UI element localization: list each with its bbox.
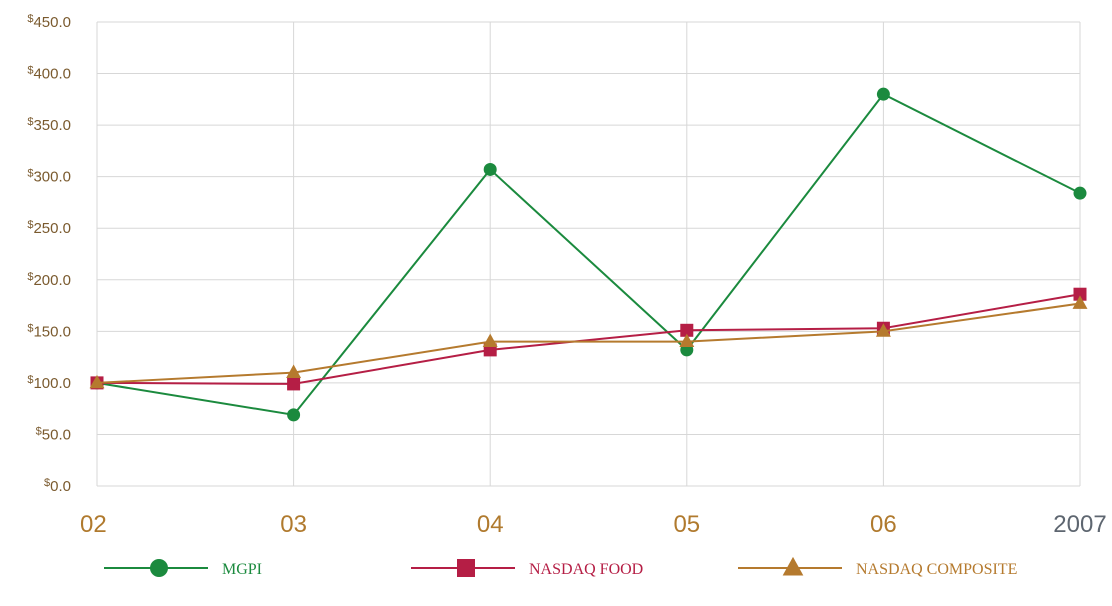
legend: MGPI NASDAQ FOOD NASDAQ COMPOSITE — [104, 556, 1017, 578]
y-tick-symbol: $ — [27, 116, 33, 128]
y-tick-label: $150.0 — [27, 322, 71, 340]
y-tick-value: 50.0 — [42, 426, 71, 443]
y-tick-symbol: $ — [44, 477, 50, 489]
gridlines — [96, 21, 1081, 487]
data-point-nasdaq-composite — [286, 364, 302, 378]
data-point-nasdaq-food — [680, 323, 694, 337]
series-line-nasdaq-composite — [96, 302, 1081, 384]
y-tick-symbol: $ — [27, 219, 33, 231]
x-axis-ticks: 02 03 04 05 06 2007 — [80, 511, 1107, 538]
y-tick-symbol: $ — [27, 322, 33, 334]
data-point-nasdaq-food — [1073, 287, 1087, 301]
y-tick-symbol: $ — [27, 13, 33, 25]
data-point-mgpi — [876, 87, 890, 101]
y-tick-symbol: $ — [27, 65, 33, 77]
x-tick-label: 03 — [280, 511, 307, 538]
series-line-mgpi — [96, 92, 1081, 416]
data-point-nasdaq-composite — [89, 374, 105, 389]
series-line-nasdaq-food — [96, 293, 1081, 385]
data-point-nasdaq-composite — [875, 323, 891, 337]
y-tick-symbol: $ — [36, 425, 42, 437]
y-tick-label: $50.0 — [36, 425, 71, 443]
legend-label: NASDAQ FOOD — [529, 561, 643, 578]
y-tick-label: $200.0 — [27, 271, 71, 289]
y-tick-value: 0.0 — [50, 478, 71, 495]
data-point-nasdaq-composite — [482, 333, 498, 348]
data-point-nasdaq-composite — [1072, 295, 1088, 309]
data-point-mgpi — [287, 408, 301, 422]
y-tick-value: 300.0 — [33, 169, 71, 186]
legend-item-mgpi: MGPI — [104, 559, 262, 578]
y-tick-symbol: $ — [27, 168, 33, 180]
y-tick-value: 350.0 — [33, 117, 71, 134]
legend-marker — [782, 556, 804, 576]
data-point-nasdaq-food — [287, 377, 301, 391]
x-tick-label: 04 — [477, 511, 504, 538]
y-tick-symbol: $ — [27, 271, 33, 283]
legend-label: MGPI — [222, 561, 262, 578]
y-tick-label: $0.0 — [44, 477, 71, 495]
y-tick-label: $400.0 — [27, 65, 71, 83]
y-tick-value: 450.0 — [33, 14, 71, 31]
x-tick-label: 06 — [870, 511, 897, 538]
series-nasdaq-composite — [89, 295, 1088, 389]
y-tick-symbol: $ — [27, 374, 33, 386]
x-tick-label: 2007 — [1053, 511, 1106, 538]
y-tick-value: 150.0 — [33, 323, 71, 340]
y-tick-label: $250.0 — [27, 219, 71, 237]
legend-label: NASDAQ COMPOSITE — [856, 561, 1017, 578]
data-point-nasdaq-composite — [679, 333, 695, 348]
legend-marker — [150, 559, 168, 577]
data-point-mgpi — [1073, 186, 1087, 200]
legend-item-nasdaq-food: NASDAQ FOOD — [411, 559, 643, 578]
y-tick-label: $450.0 — [27, 13, 71, 31]
legend-marker — [457, 559, 475, 577]
legend-item-nasdaq-composite: NASDAQ COMPOSITE — [738, 556, 1017, 578]
y-tick-value: 400.0 — [33, 66, 71, 83]
y-tick-value: 100.0 — [33, 375, 71, 392]
x-tick-label: 02 — [80, 511, 107, 538]
data-point-mgpi — [483, 162, 497, 176]
y-axis-ticks: $0.0$50.0$100.0$150.0$200.0$250.0$300.0$… — [27, 13, 71, 495]
y-tick-label: $350.0 — [27, 116, 71, 134]
y-tick-label: $300.0 — [27, 168, 71, 186]
y-tick-value: 250.0 — [33, 220, 71, 237]
x-tick-label: 05 — [673, 511, 700, 538]
y-tick-value: 200.0 — [33, 272, 71, 289]
series-mgpi — [90, 87, 1087, 422]
y-tick-label: $100.0 — [27, 374, 71, 392]
